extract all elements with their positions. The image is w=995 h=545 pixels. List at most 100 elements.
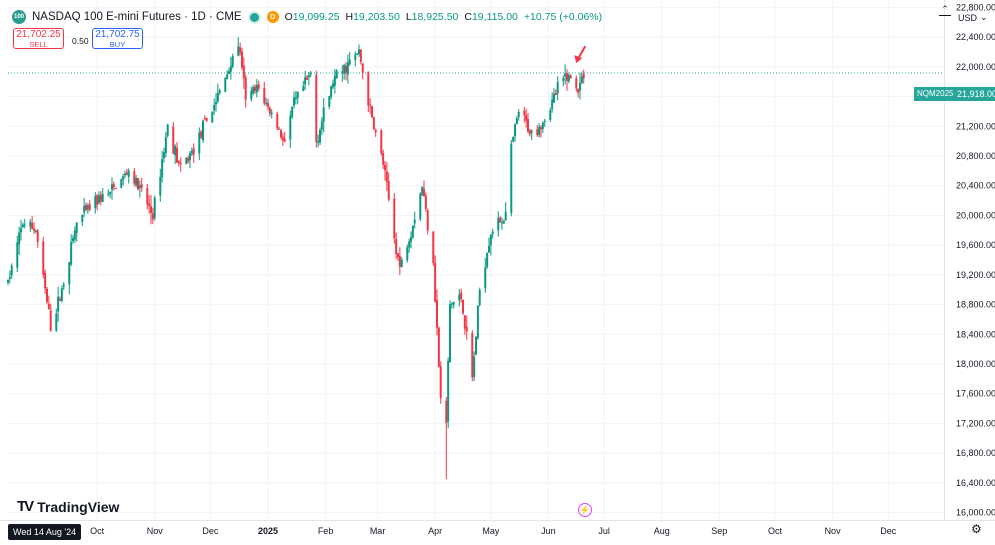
candle-body	[23, 224, 26, 226]
candle-body	[304, 77, 307, 85]
candle-body	[309, 73, 312, 75]
candle-body	[62, 284, 65, 287]
low-key: L	[405, 11, 412, 23]
candle-body	[580, 76, 583, 83]
candle-body	[393, 198, 396, 239]
candle-body	[463, 315, 466, 329]
high-key: H	[345, 11, 354, 23]
buy-price: 21,702.75	[95, 29, 140, 40]
price-tick-label: 16,400.00	[956, 478, 995, 488]
candle-body	[177, 161, 180, 164]
gear-icon[interactable]: ⚙	[971, 522, 982, 536]
candle-body	[398, 255, 401, 267]
price-tick-label: 22,000.00	[956, 62, 995, 72]
candle-body	[517, 111, 520, 118]
spread-value: 0.50	[72, 36, 89, 46]
candle-body	[497, 217, 500, 231]
candle-body	[55, 313, 58, 331]
sell-button[interactable]: 21,702.25 SELL	[13, 28, 64, 49]
low-value: 18,925.50	[411, 11, 459, 23]
candle-body	[293, 97, 295, 106]
tradingview-logo[interactable]: TV TradingView	[17, 498, 119, 515]
candle-body	[523, 110, 526, 116]
time-tick-label: Jun	[541, 526, 556, 536]
candle-body	[120, 179, 123, 188]
candle-body	[73, 230, 76, 240]
candle-body	[530, 130, 533, 133]
candle-body	[86, 205, 89, 210]
buy-button[interactable]: 21,702.75 BUY	[92, 28, 143, 49]
candle-body	[226, 74, 229, 79]
price-axis[interactable]: 16,000.00 16,400.00 16,800.00 17,200.00 17,6…	[956, 2, 995, 517]
price-tick-label: 20,000.00	[956, 210, 995, 220]
candle-body	[525, 115, 528, 121]
candle-body	[239, 47, 242, 53]
candle-body	[460, 292, 463, 299]
candle-body	[356, 53, 359, 55]
candle-body	[488, 245, 490, 253]
candle-body	[478, 290, 481, 306]
candle-body	[107, 193, 110, 195]
candle-body	[449, 304, 451, 363]
time-axis[interactable]: Oct Nov Dec 2025 Feb Mar Apr May Jun Jul Aug Sep Oct…	[90, 526, 897, 536]
candle-body	[504, 211, 507, 221]
candle-body	[114, 188, 117, 190]
time-tick-label: Dec	[202, 526, 219, 536]
candle-body	[198, 132, 201, 154]
lightning-icon[interactable]: ⚡	[578, 503, 592, 517]
candle-body	[510, 143, 513, 214]
price-tick-label: 19,200.00	[956, 270, 995, 280]
candle-body	[46, 288, 48, 302]
candle-body	[410, 237, 412, 242]
candle-body	[501, 222, 503, 224]
price-tick-label: 17,200.00	[956, 418, 995, 428]
candle-body	[317, 141, 320, 143]
sell-label: SELL	[29, 40, 48, 49]
candle-body	[278, 128, 281, 130]
candle-body	[294, 97, 297, 99]
candle-body	[281, 136, 284, 141]
candle-body	[579, 83, 581, 91]
candle-body	[151, 213, 154, 220]
candle-body	[426, 210, 429, 231]
screenshot-icon[interactable]: ⌃	[939, 5, 951, 16]
candle-body	[203, 118, 206, 120]
candle-body	[332, 83, 334, 88]
chevron-down-icon[interactable]: ⌄	[980, 12, 988, 22]
candle-body	[527, 119, 529, 132]
candle-body	[163, 152, 165, 159]
symbol-logo-icon: 100	[12, 10, 26, 24]
candle-body	[75, 222, 78, 233]
candle-body	[138, 185, 141, 188]
candle-body	[176, 147, 178, 163]
candle-body	[462, 299, 464, 314]
arrow-head	[574, 55, 583, 64]
candle-body	[33, 228, 35, 231]
candle-body	[268, 107, 271, 114]
time-tick-label: Oct	[90, 526, 105, 536]
candle-body	[59, 299, 61, 301]
candle-body	[200, 131, 203, 138]
candle-body	[159, 176, 162, 196]
symbol-title[interactable]: NASDAQ 100 E-mini Futures · 1D · CME	[32, 11, 242, 23]
time-tick-label: Jul	[598, 526, 610, 536]
candle-body	[384, 165, 386, 171]
candle-body	[369, 104, 372, 106]
candle-body	[122, 176, 125, 180]
candle-body	[346, 62, 349, 75]
candle-body	[419, 193, 422, 220]
candle-body	[400, 259, 403, 268]
candle-body	[47, 303, 50, 310]
candle-body	[348, 59, 351, 65]
candle-body	[166, 124, 169, 136]
delayed-data-icon[interactable]: D	[266, 11, 279, 23]
time-tick-label: Mar	[370, 526, 386, 536]
arrow-annotation[interactable]	[574, 45, 587, 64]
currency-selector[interactable]: USD	[958, 13, 978, 23]
candle-body	[174, 146, 177, 156]
candle-body	[218, 90, 221, 93]
candle-body	[224, 77, 227, 92]
candle-body	[189, 153, 191, 161]
candle-body	[575, 78, 578, 89]
